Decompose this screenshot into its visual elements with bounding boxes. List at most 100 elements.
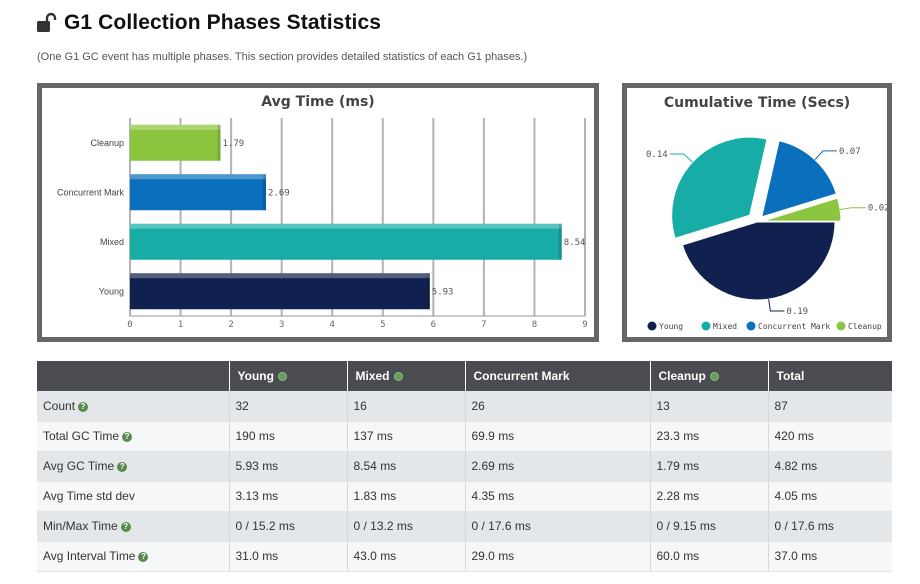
bar[interactable] [130, 174, 266, 211]
x-tick-label: 4 [330, 320, 335, 330]
row-label-text: Count [43, 398, 76, 413]
bar-highlight [130, 273, 430, 279]
slice-connector [669, 153, 693, 163]
row-label-text: Total GC Time [43, 429, 120, 443]
help-icon[interactable]: ? [120, 521, 131, 532]
bar-young[interactable] [130, 273, 430, 310]
x-tick-label: 7 [481, 320, 486, 330]
table-row: Total GC Time? 190 ms 137 ms 69.9 ms 23.3 ms… [37, 421, 892, 452]
x-tick-label: 2 [228, 320, 233, 330]
table-cell: 13 [650, 391, 769, 422]
x-tick-label: 3 [279, 320, 284, 330]
bar[interactable] [130, 124, 221, 161]
category-label: Cleanup [90, 138, 124, 148]
table-cell: 4.82 ms [768, 451, 892, 482]
row-label: Count? [37, 391, 230, 422]
column-header-label: Concurrent Mark [473, 369, 570, 383]
x-tick-label: 0 [127, 320, 132, 330]
table-row: Avg Time std dev 3.13 ms 1.83 ms 4.35 ms 2.2… [37, 481, 892, 512]
avg-time-chart-panel: Avg Time (ms) 0 1 2 3 4 5 6 7 8 9 Cleanup 1.79 Concur… [37, 83, 599, 342]
slice-value-label: 0.14 [646, 150, 668, 160]
legend-item-cleanup[interactable]: Cleanup [836, 321, 882, 332]
bar-edge [426, 273, 430, 310]
info-icon[interactable] [277, 372, 287, 382]
x-tick-label: 8 [532, 320, 537, 330]
table-cell: 69.9 ms [465, 421, 651, 452]
legend-item-concurrent-mark[interactable]: Concurrent Mark [746, 321, 831, 332]
unlock-icon [37, 12, 57, 32]
table-cell: 16 [347, 391, 466, 422]
pie-slice-young[interactable] [681, 221, 836, 301]
table-cell: 8.54 ms [347, 451, 466, 482]
table-cell: 37.0 ms [768, 541, 892, 572]
bar-concurrent-mark[interactable] [130, 174, 266, 211]
x-tick-label: 5 [380, 320, 385, 330]
row-label-text: Avg GC Time [43, 459, 115, 473]
column-header-metric [37, 361, 230, 391]
bar-cleanup[interactable] [130, 124, 221, 161]
legend-item-mixed[interactable]: Mixed [701, 321, 738, 332]
x-tick-label: 1 [178, 320, 183, 330]
section-description: (One G1 GC event has multiple phases. Th… [37, 51, 528, 63]
legend-marker [701, 321, 711, 331]
table-cell: 2.28 ms [650, 481, 769, 512]
slice-connector [768, 299, 785, 312]
bar-edge [558, 223, 562, 260]
table-cell: 2.69 ms [465, 451, 651, 482]
table-cell: 420 ms [768, 421, 892, 452]
table-cell: 1.83 ms [347, 481, 466, 512]
row-label: Min/Max Time? [37, 511, 230, 542]
slice-value-label: 0.07 [839, 147, 861, 157]
table-cell: 0 / 13.2 ms [347, 511, 466, 542]
pie-slice-mixed[interactable] [671, 136, 768, 239]
help-icon[interactable]: ? [138, 551, 149, 562]
table-cell: 87 [768, 391, 892, 422]
x-tick-label: 6 [431, 320, 436, 330]
table-row: Min/Max Time? 0 / 15.2 ms 0 / 13.2 ms 0 / 1… [37, 511, 892, 542]
bar-value-label: 1.79 [222, 139, 244, 149]
info-icon[interactable] [393, 372, 403, 382]
page-title: G1 Collection Phases Statistics [64, 11, 382, 34]
row-label: Avg Time std dev [37, 481, 230, 512]
bar-mixed[interactable] [130, 223, 562, 260]
row-label: Avg Interval Time? [37, 541, 230, 572]
column-header-mixed[interactable]: Mixed [347, 361, 466, 391]
table-cell: 4.05 ms [768, 481, 892, 512]
table-cell: 31.0 ms [229, 541, 348, 572]
column-header-label: Young [237, 369, 274, 383]
column-header-concurrent-mark[interactable]: Concurrent Mark [465, 361, 651, 391]
row-label: Avg GC Time? [37, 451, 230, 482]
category-label: Young [99, 286, 124, 296]
x-tick-label: 9 [582, 320, 587, 330]
column-header-young[interactable]: Young [229, 361, 348, 391]
row-label-text: Avg Time std dev [43, 489, 135, 503]
bar[interactable] [130, 273, 430, 310]
help-icon[interactable]: ? [117, 461, 128, 472]
help-icon[interactable]: ? [122, 431, 133, 442]
info-icon[interactable] [709, 372, 719, 382]
row-label-text: Avg Interval Time [43, 549, 136, 563]
slice-connector [839, 207, 866, 210]
bar-edge [262, 174, 266, 211]
legend-label: Young [659, 322, 683, 331]
bar[interactable] [130, 223, 562, 260]
row-label-text: Min/Max Time [43, 519, 118, 533]
slice-connector [814, 150, 837, 161]
table-cell: 32 [229, 391, 348, 422]
table-cell: 190 ms [229, 421, 348, 452]
column-header-total[interactable]: Total [768, 361, 892, 391]
help-icon[interactable]: ? [78, 401, 89, 412]
column-header-cleanup[interactable]: Cleanup [650, 361, 769, 391]
cumulative-time-pie-chart: Cumulative Time (Secs) 0.19 0.14 0.07 0.02 Yo… [646, 95, 887, 332]
section-header: G1 Collection Phases Statistics [36, 8, 381, 38]
avg-time-bar-chart: Avg Time (ms) 0 1 2 3 4 5 6 7 8 9 Cleanup 1.79 Concur… [57, 94, 588, 330]
bar-highlight [130, 124, 221, 130]
legend-item-young[interactable]: Young [647, 321, 684, 332]
category-label: Mixed [100, 237, 124, 247]
bar-edge [217, 124, 221, 161]
table-cell: 29.0 ms [465, 541, 651, 572]
slice-value-label: 0.02 [868, 204, 887, 214]
table-cell: 137 ms [347, 421, 466, 452]
legend-marker [836, 321, 846, 331]
column-header-label: Mixed [355, 369, 390, 383]
